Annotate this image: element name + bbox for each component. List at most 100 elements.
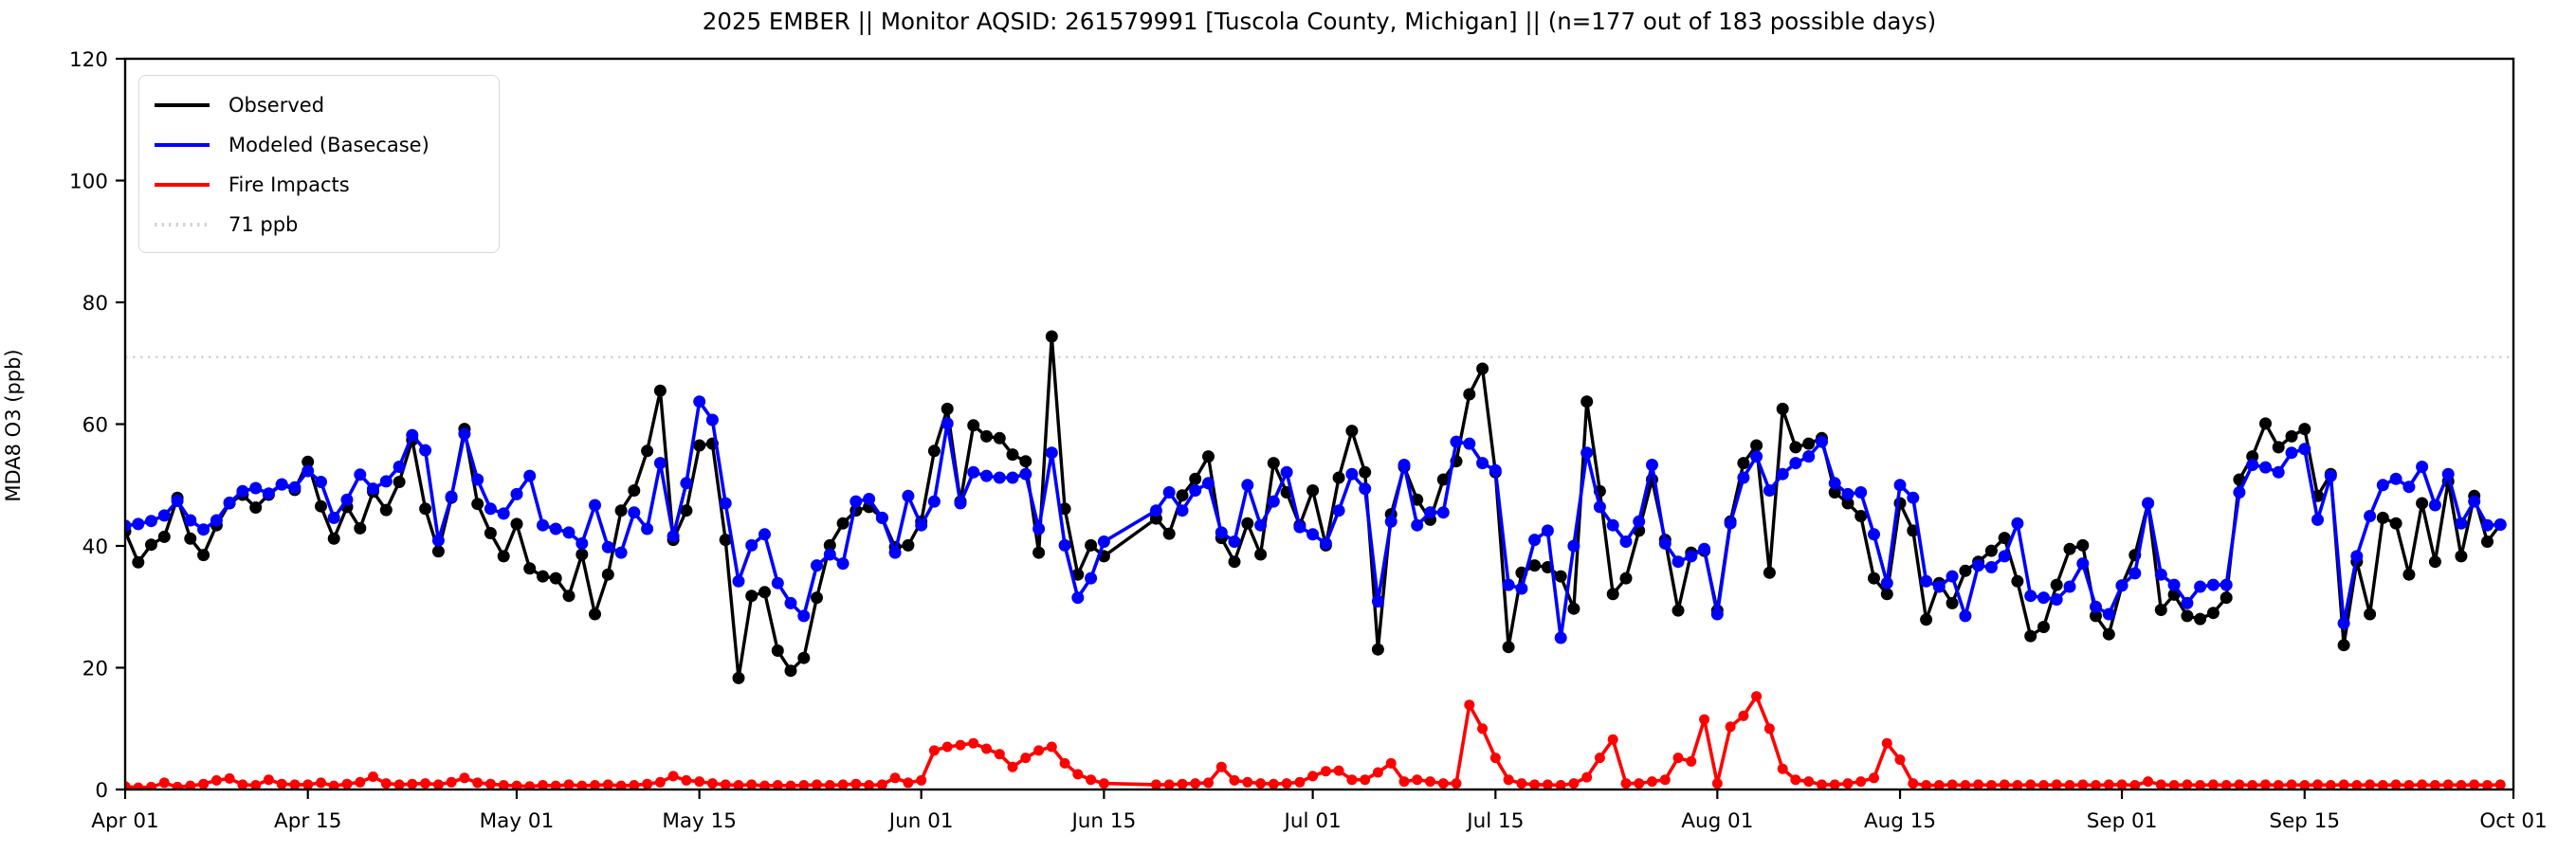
data-point <box>888 546 902 559</box>
data-point <box>1255 778 1267 789</box>
data-point <box>2259 417 2272 430</box>
data-point <box>1984 544 1998 557</box>
data-point <box>2312 779 2323 789</box>
data-point <box>2011 517 2024 530</box>
observed-line-swatch-icon <box>155 103 210 107</box>
data-point <box>2259 461 2272 474</box>
data-point <box>1698 542 1711 555</box>
data-point <box>589 499 601 512</box>
data-point <box>327 532 340 545</box>
data-point <box>472 777 484 789</box>
data-point <box>1464 699 1475 711</box>
data-point <box>184 532 197 545</box>
data-point <box>1646 459 1658 471</box>
data-point <box>133 782 144 789</box>
data-point <box>340 493 354 506</box>
data-point <box>1176 489 1189 502</box>
data-point <box>575 548 589 561</box>
data-point <box>903 777 914 789</box>
data-point <box>705 413 719 426</box>
data-point <box>2468 495 2481 508</box>
data-point <box>1802 450 1816 463</box>
data-point <box>249 481 263 495</box>
data-point <box>785 780 796 789</box>
data-point <box>1606 588 1619 601</box>
data-point <box>2285 429 2298 443</box>
data-point <box>680 504 693 517</box>
data-point <box>1045 330 1058 343</box>
data-point <box>1436 473 1450 486</box>
data-point <box>941 402 954 415</box>
legend-label-fire: Fire Impacts <box>228 173 350 196</box>
data-point <box>157 509 171 522</box>
x-tick-label: Apr 01 <box>91 809 158 833</box>
data-point <box>316 777 326 789</box>
x-tick-label: Oct 01 <box>2479 809 2547 833</box>
data-point <box>2416 497 2429 510</box>
data-point <box>1841 497 1854 510</box>
data-point <box>2195 780 2206 789</box>
data-point <box>1580 446 1594 460</box>
y-axis-label: MDA8 O3 (ppb) <box>2 349 25 502</box>
data-point <box>797 609 811 623</box>
data-point <box>2364 510 2377 522</box>
data-point <box>2234 779 2245 789</box>
data-point <box>981 743 992 754</box>
data-point <box>2091 780 2101 789</box>
data-point <box>2455 550 2468 563</box>
data-point <box>759 780 770 789</box>
data-point <box>210 774 222 786</box>
data-point <box>1332 504 1345 517</box>
data-point <box>1528 559 1542 572</box>
data-point <box>1750 439 1763 452</box>
legend: Observed Modeled (Basecase) Fire Impacts… <box>138 75 500 253</box>
data-point <box>210 514 223 527</box>
y-tick-label: 100 <box>69 171 108 194</box>
data-point <box>2299 780 2311 789</box>
data-point <box>2338 779 2349 789</box>
data-point <box>2337 617 2350 630</box>
data-point <box>157 530 171 543</box>
modeled-line-swatch-icon <box>155 143 210 147</box>
data-point <box>2037 621 2050 633</box>
data-point <box>1946 596 1959 609</box>
data-point <box>1424 506 1436 519</box>
data-point <box>1894 754 1906 765</box>
data-point <box>1189 484 1202 497</box>
legend-label-observed: Observed <box>228 94 325 117</box>
data-point <box>1554 631 1567 644</box>
data-point <box>1699 714 1710 725</box>
legend-label-ref-line: 71 ppb <box>228 213 299 236</box>
x-tick-label: Apr 15 <box>274 809 341 833</box>
data-point <box>1489 463 1502 477</box>
data-point <box>2377 780 2388 789</box>
data-point <box>2206 578 2220 591</box>
data-point <box>1868 572 1880 585</box>
data-point <box>667 771 679 782</box>
data-point <box>237 779 248 789</box>
data-point <box>2494 518 2507 531</box>
data-point <box>445 490 458 503</box>
data-point <box>1842 778 1854 789</box>
data-point <box>693 395 706 408</box>
data-point <box>590 780 600 789</box>
x-tick-label: Aug 15 <box>1864 809 1936 833</box>
data-point <box>2103 779 2114 789</box>
data-point <box>667 530 680 543</box>
data-point <box>1790 774 1801 786</box>
data-point <box>2025 779 2037 789</box>
data-point <box>262 487 275 500</box>
data-point <box>2260 779 2271 789</box>
data-point <box>1789 457 1802 470</box>
y-tick-label: 20 <box>82 658 108 681</box>
data-point <box>1463 437 1476 450</box>
data-point <box>1203 777 1214 789</box>
data-point <box>224 772 235 784</box>
data-point <box>784 596 797 609</box>
data-point <box>2285 446 2298 460</box>
y-tick-label: 40 <box>82 535 108 559</box>
data-point <box>1033 745 1045 756</box>
data-point <box>1503 774 1514 786</box>
data-point <box>1880 576 1893 590</box>
